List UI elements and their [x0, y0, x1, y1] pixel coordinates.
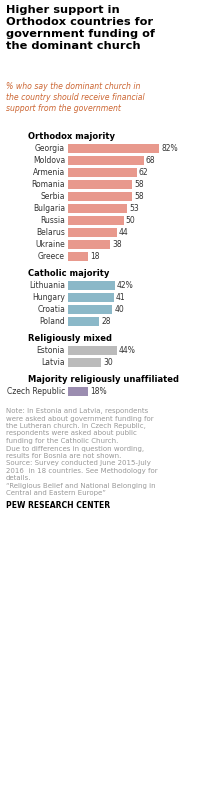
- Bar: [68, 305, 112, 314]
- Text: Georgia: Georgia: [35, 144, 65, 153]
- Text: the Lutheran church. In Czech Republic,: the Lutheran church. In Czech Republic,: [6, 423, 146, 429]
- Text: Bulgaria: Bulgaria: [33, 204, 65, 213]
- Text: 28: 28: [101, 317, 111, 326]
- Bar: [68, 281, 115, 290]
- Text: Greece: Greece: [38, 252, 65, 261]
- Text: Note: In Estonia and Latvia, respondents: Note: In Estonia and Latvia, respondents: [6, 408, 148, 414]
- Text: 58: 58: [135, 192, 144, 201]
- Text: Hungary: Hungary: [32, 293, 65, 302]
- Text: Higher support in
Orthodox countries for
government funding of
the dominant chur: Higher support in Orthodox countries for…: [6, 5, 155, 51]
- Text: results for Bosnia are not shown.: results for Bosnia are not shown.: [6, 453, 121, 459]
- Text: Estonia: Estonia: [37, 346, 65, 355]
- Bar: [68, 168, 137, 177]
- Text: were asked about government funding for: were asked about government funding for: [6, 415, 154, 422]
- Text: Moldova: Moldova: [33, 156, 65, 165]
- Bar: [68, 346, 117, 355]
- Bar: [68, 204, 127, 213]
- Text: details.: details.: [6, 475, 31, 482]
- Text: Central and Eastern Europe”: Central and Eastern Europe”: [6, 490, 106, 497]
- Text: 68: 68: [145, 156, 155, 165]
- Text: 18%: 18%: [90, 387, 107, 396]
- Text: Latvia: Latvia: [41, 358, 65, 367]
- Text: 41: 41: [116, 293, 125, 302]
- Text: Catholic majority: Catholic majority: [28, 269, 109, 278]
- Bar: [68, 156, 143, 165]
- Text: 2016  in 18 countries. See Methodology for: 2016 in 18 countries. See Methodology fo…: [6, 468, 158, 474]
- Text: Armenia: Armenia: [33, 168, 65, 177]
- Text: PEW RESEARCH CENTER: PEW RESEARCH CENTER: [6, 501, 110, 510]
- Bar: [68, 387, 88, 396]
- Text: Poland: Poland: [39, 317, 65, 326]
- Text: Belarus: Belarus: [36, 228, 65, 237]
- Text: 44%: 44%: [119, 346, 136, 355]
- Text: 18: 18: [90, 252, 100, 261]
- Bar: [68, 293, 114, 302]
- Text: 38: 38: [112, 240, 122, 249]
- Text: 50: 50: [126, 216, 135, 225]
- Bar: [68, 358, 101, 367]
- Text: “Religious Belief and National Belonging in: “Religious Belief and National Belonging…: [6, 483, 156, 489]
- Text: 40: 40: [114, 305, 124, 314]
- Bar: [68, 192, 133, 201]
- Text: Majority religiously unaffiliated: Majority religiously unaffiliated: [28, 375, 179, 384]
- Text: Lithuania: Lithuania: [29, 281, 65, 290]
- Text: 30: 30: [103, 358, 113, 367]
- Text: 82%: 82%: [161, 144, 178, 153]
- Text: 53: 53: [129, 204, 139, 213]
- Bar: [68, 144, 159, 153]
- Text: Romania: Romania: [31, 180, 65, 189]
- Text: 44: 44: [119, 228, 129, 237]
- Text: 62: 62: [139, 168, 148, 177]
- Bar: [68, 252, 88, 261]
- Bar: [68, 240, 110, 249]
- Text: Due to differences in question wording,: Due to differences in question wording,: [6, 446, 144, 451]
- Text: Croatia: Croatia: [37, 305, 65, 314]
- Text: Source: Survey conducted June 2015-July: Source: Survey conducted June 2015-July: [6, 461, 151, 466]
- Text: Orthodox majority: Orthodox majority: [28, 132, 115, 141]
- Bar: [68, 228, 117, 237]
- Bar: [68, 180, 133, 189]
- Text: funding for the Catholic Church.: funding for the Catholic Church.: [6, 438, 118, 444]
- Text: 42%: 42%: [117, 281, 133, 290]
- Text: % who say the dominant church in
the country should receive financial
support fr: % who say the dominant church in the cou…: [6, 82, 145, 114]
- Bar: [68, 216, 124, 225]
- Text: Ukraine: Ukraine: [35, 240, 65, 249]
- Bar: [68, 317, 99, 326]
- Text: Religiously mixed: Religiously mixed: [28, 334, 112, 343]
- Text: Russia: Russia: [40, 216, 65, 225]
- Text: respondents were asked about public: respondents were asked about public: [6, 430, 137, 437]
- Text: Czech Republic: Czech Republic: [7, 387, 65, 396]
- Text: 58: 58: [135, 180, 144, 189]
- Text: Serbia: Serbia: [41, 192, 65, 201]
